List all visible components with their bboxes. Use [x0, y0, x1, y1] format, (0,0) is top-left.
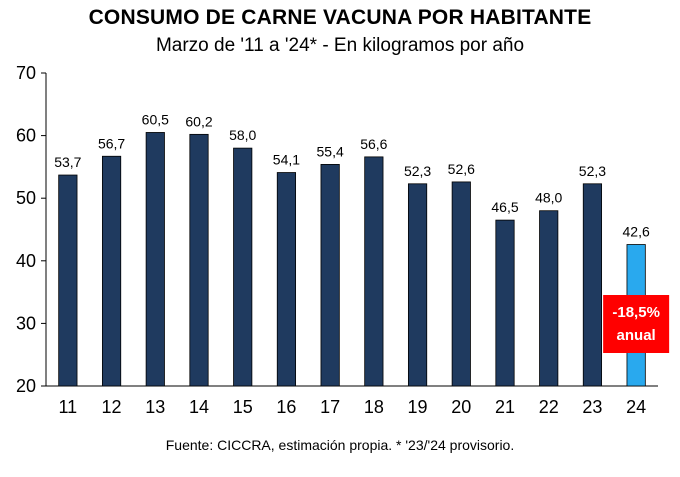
y-tick-label: 30 — [16, 313, 36, 333]
x-tick-label-11: 11 — [59, 397, 78, 417]
x-tick-label-22: 22 — [539, 397, 559, 417]
x-tick-label-20: 20 — [451, 397, 471, 417]
bar-21 — [495, 219, 515, 387]
x-tick-label-13: 13 — [145, 397, 165, 417]
x-tick-label-21: 21 — [495, 397, 515, 417]
chart-subtitle: Marzo de '11 a '24* - En kilogramos por … — [155, 35, 525, 56]
x-tick-label-12: 12 — [102, 397, 122, 417]
y-tick-label: 70 — [16, 63, 36, 83]
bar-11 — [58, 174, 78, 387]
x-tick-label-15: 15 — [233, 397, 253, 417]
bar-19 — [407, 183, 428, 387]
x-tick-label-16: 16 — [276, 397, 296, 417]
bar-14 — [189, 133, 209, 387]
chart-title: CONSUMO DE CARNE VACUNA POR HABITANTE — [88, 6, 592, 29]
data-label-15: 58,0 — [229, 127, 256, 143]
source-note: Fuente: CICCRA, estimación propia. * '23… — [165, 437, 515, 453]
data-label-23: 52,3 — [579, 163, 606, 179]
data-label-17: 55,4 — [317, 143, 344, 159]
bar-13 — [145, 132, 165, 387]
data-label-24: 42,6 — [623, 224, 650, 240]
x-tick-label-17: 17 — [320, 397, 340, 417]
y-tick-label: 20 — [16, 376, 36, 396]
bar-16 — [276, 172, 297, 387]
data-label-16: 54,1 — [273, 152, 300, 168]
x-tick-label-18: 18 — [364, 397, 384, 417]
data-label-14: 60,2 — [185, 113, 212, 129]
x-tick-label-24: 24 — [626, 397, 646, 417]
bar-22 — [539, 210, 559, 387]
data-label-11: 53,7 — [54, 154, 81, 170]
data-label-21: 46,5 — [491, 199, 518, 215]
x-tick-label-23: 23 — [582, 397, 602, 417]
data-label-13: 60,5 — [142, 111, 169, 127]
annotation-badge — [603, 295, 670, 353]
data-label-20: 52,6 — [448, 161, 475, 177]
x-tick-label-19: 19 — [408, 397, 428, 417]
data-label-22: 48,0 — [535, 190, 562, 206]
annotation-line2: anual — [617, 327, 656, 344]
y-tick-label: 50 — [16, 188, 36, 208]
data-label-12: 56,7 — [98, 135, 125, 151]
x-tick-label-14: 14 — [189, 397, 209, 417]
data-label-19: 52,3 — [404, 163, 431, 179]
annotation-line1: -18,5% — [612, 304, 660, 321]
y-tick-label: 60 — [16, 126, 36, 146]
bar-17 — [320, 163, 340, 387]
bar-15 — [233, 147, 253, 387]
bar-18 — [364, 156, 384, 387]
bar-20 — [451, 181, 471, 387]
data-label-18: 56,6 — [360, 136, 387, 152]
bar-23 — [582, 183, 603, 387]
bar-12 — [101, 155, 122, 387]
y-tick-label: 40 — [16, 251, 36, 271]
